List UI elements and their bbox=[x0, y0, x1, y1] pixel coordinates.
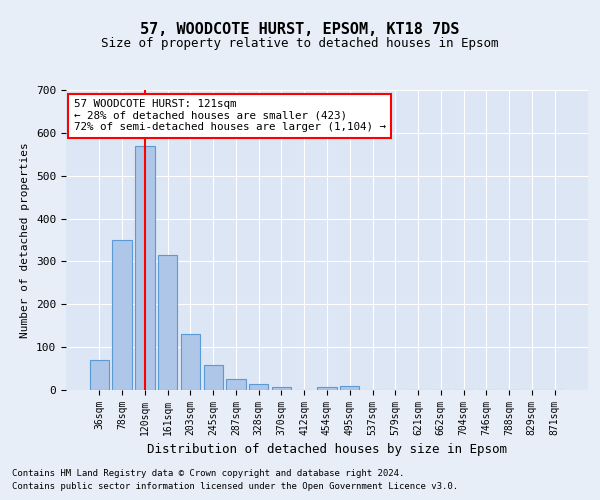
Bar bbox=[340, 386, 359, 390]
Bar bbox=[203, 365, 223, 390]
Bar bbox=[272, 386, 291, 390]
Y-axis label: Number of detached properties: Number of detached properties bbox=[20, 142, 31, 338]
Bar bbox=[135, 146, 155, 390]
Text: Contains HM Land Registry data © Crown copyright and database right 2024.: Contains HM Land Registry data © Crown c… bbox=[12, 469, 404, 478]
Bar bbox=[181, 334, 200, 390]
Bar bbox=[226, 380, 245, 390]
Bar bbox=[158, 255, 178, 390]
Text: 57 WOODCOTE HURST: 121sqm
← 28% of detached houses are smaller (423)
72% of semi: 57 WOODCOTE HURST: 121sqm ← 28% of detac… bbox=[74, 99, 386, 132]
Bar bbox=[249, 384, 268, 390]
Bar bbox=[90, 360, 109, 390]
X-axis label: Distribution of detached houses by size in Epsom: Distribution of detached houses by size … bbox=[147, 444, 507, 456]
Bar bbox=[317, 386, 337, 390]
Text: Size of property relative to detached houses in Epsom: Size of property relative to detached ho… bbox=[101, 38, 499, 51]
Bar bbox=[112, 240, 132, 390]
Text: Contains public sector information licensed under the Open Government Licence v3: Contains public sector information licen… bbox=[12, 482, 458, 491]
Text: 57, WOODCOTE HURST, EPSOM, KT18 7DS: 57, WOODCOTE HURST, EPSOM, KT18 7DS bbox=[140, 22, 460, 38]
